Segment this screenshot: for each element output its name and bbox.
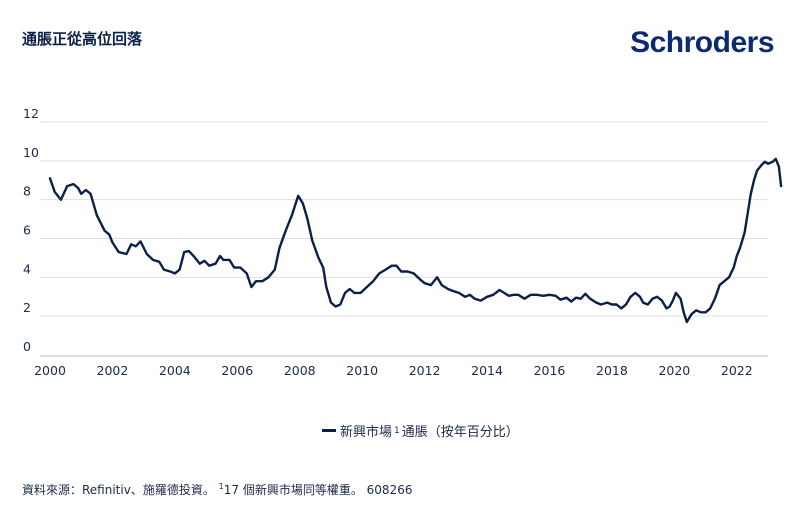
y-tick-label: 8 — [23, 184, 31, 199]
y-axis-ticks: 0 2 4 6 8 10 12 — [23, 106, 39, 354]
x-tick-label: 2000 — [34, 363, 66, 378]
y-tick-label: 6 — [23, 223, 31, 238]
x-axis-ticks: 2000 2002 2004 2006 2008 2010 2012 2014 2016 2018… — [34, 363, 753, 378]
source-footnote-marker: 1 — [218, 482, 224, 491]
y-tick-label: 10 — [23, 145, 39, 160]
legend-label-main: 新興市場 — [340, 425, 393, 440]
inflation-series-line — [48, 157, 783, 324]
x-tick-label: 2012 — [409, 363, 441, 378]
y-tick-label: 0 — [23, 339, 31, 354]
x-tick-label: 2022 — [721, 363, 753, 378]
schroders-logo: Schroders — [630, 26, 774, 59]
x-tick-label: 2018 — [596, 363, 628, 378]
x-tick-label: 2004 — [159, 363, 191, 378]
x-tick-label: 2002 — [97, 363, 129, 378]
x-tick-label: 2008 — [284, 363, 316, 378]
legend-swatch — [322, 429, 336, 432]
x-tick-label: 2006 — [221, 363, 253, 378]
x-tick-label: 2010 — [346, 363, 378, 378]
chart-title: 通脹正從高位回落 — [22, 30, 143, 48]
source-footnote-text: 17 個新興市場同等權重。 608266 — [223, 483, 413, 497]
legend-footnote-marker: 1 — [394, 425, 400, 436]
gridlines — [40, 121, 768, 317]
y-tick-label: 12 — [23, 106, 39, 121]
x-tick-label: 2020 — [658, 363, 690, 378]
y-tick-label: 2 — [23, 300, 31, 315]
x-tick-label: 2016 — [534, 363, 566, 378]
legend-label-suffix: 通脹（按年百分比） — [401, 425, 519, 440]
legend: 新興市場 1 通脹（按年百分比） — [322, 421, 519, 440]
source-text: 資料來源：Refinitiv、施羅德投資。 — [22, 483, 215, 497]
x-tick-label: 2014 — [471, 363, 503, 378]
y-tick-label: 4 — [23, 261, 31, 276]
source-note: 資料來源：Refinitiv、施羅德投資。 117 個新興市場同等權重。 608… — [22, 481, 412, 498]
